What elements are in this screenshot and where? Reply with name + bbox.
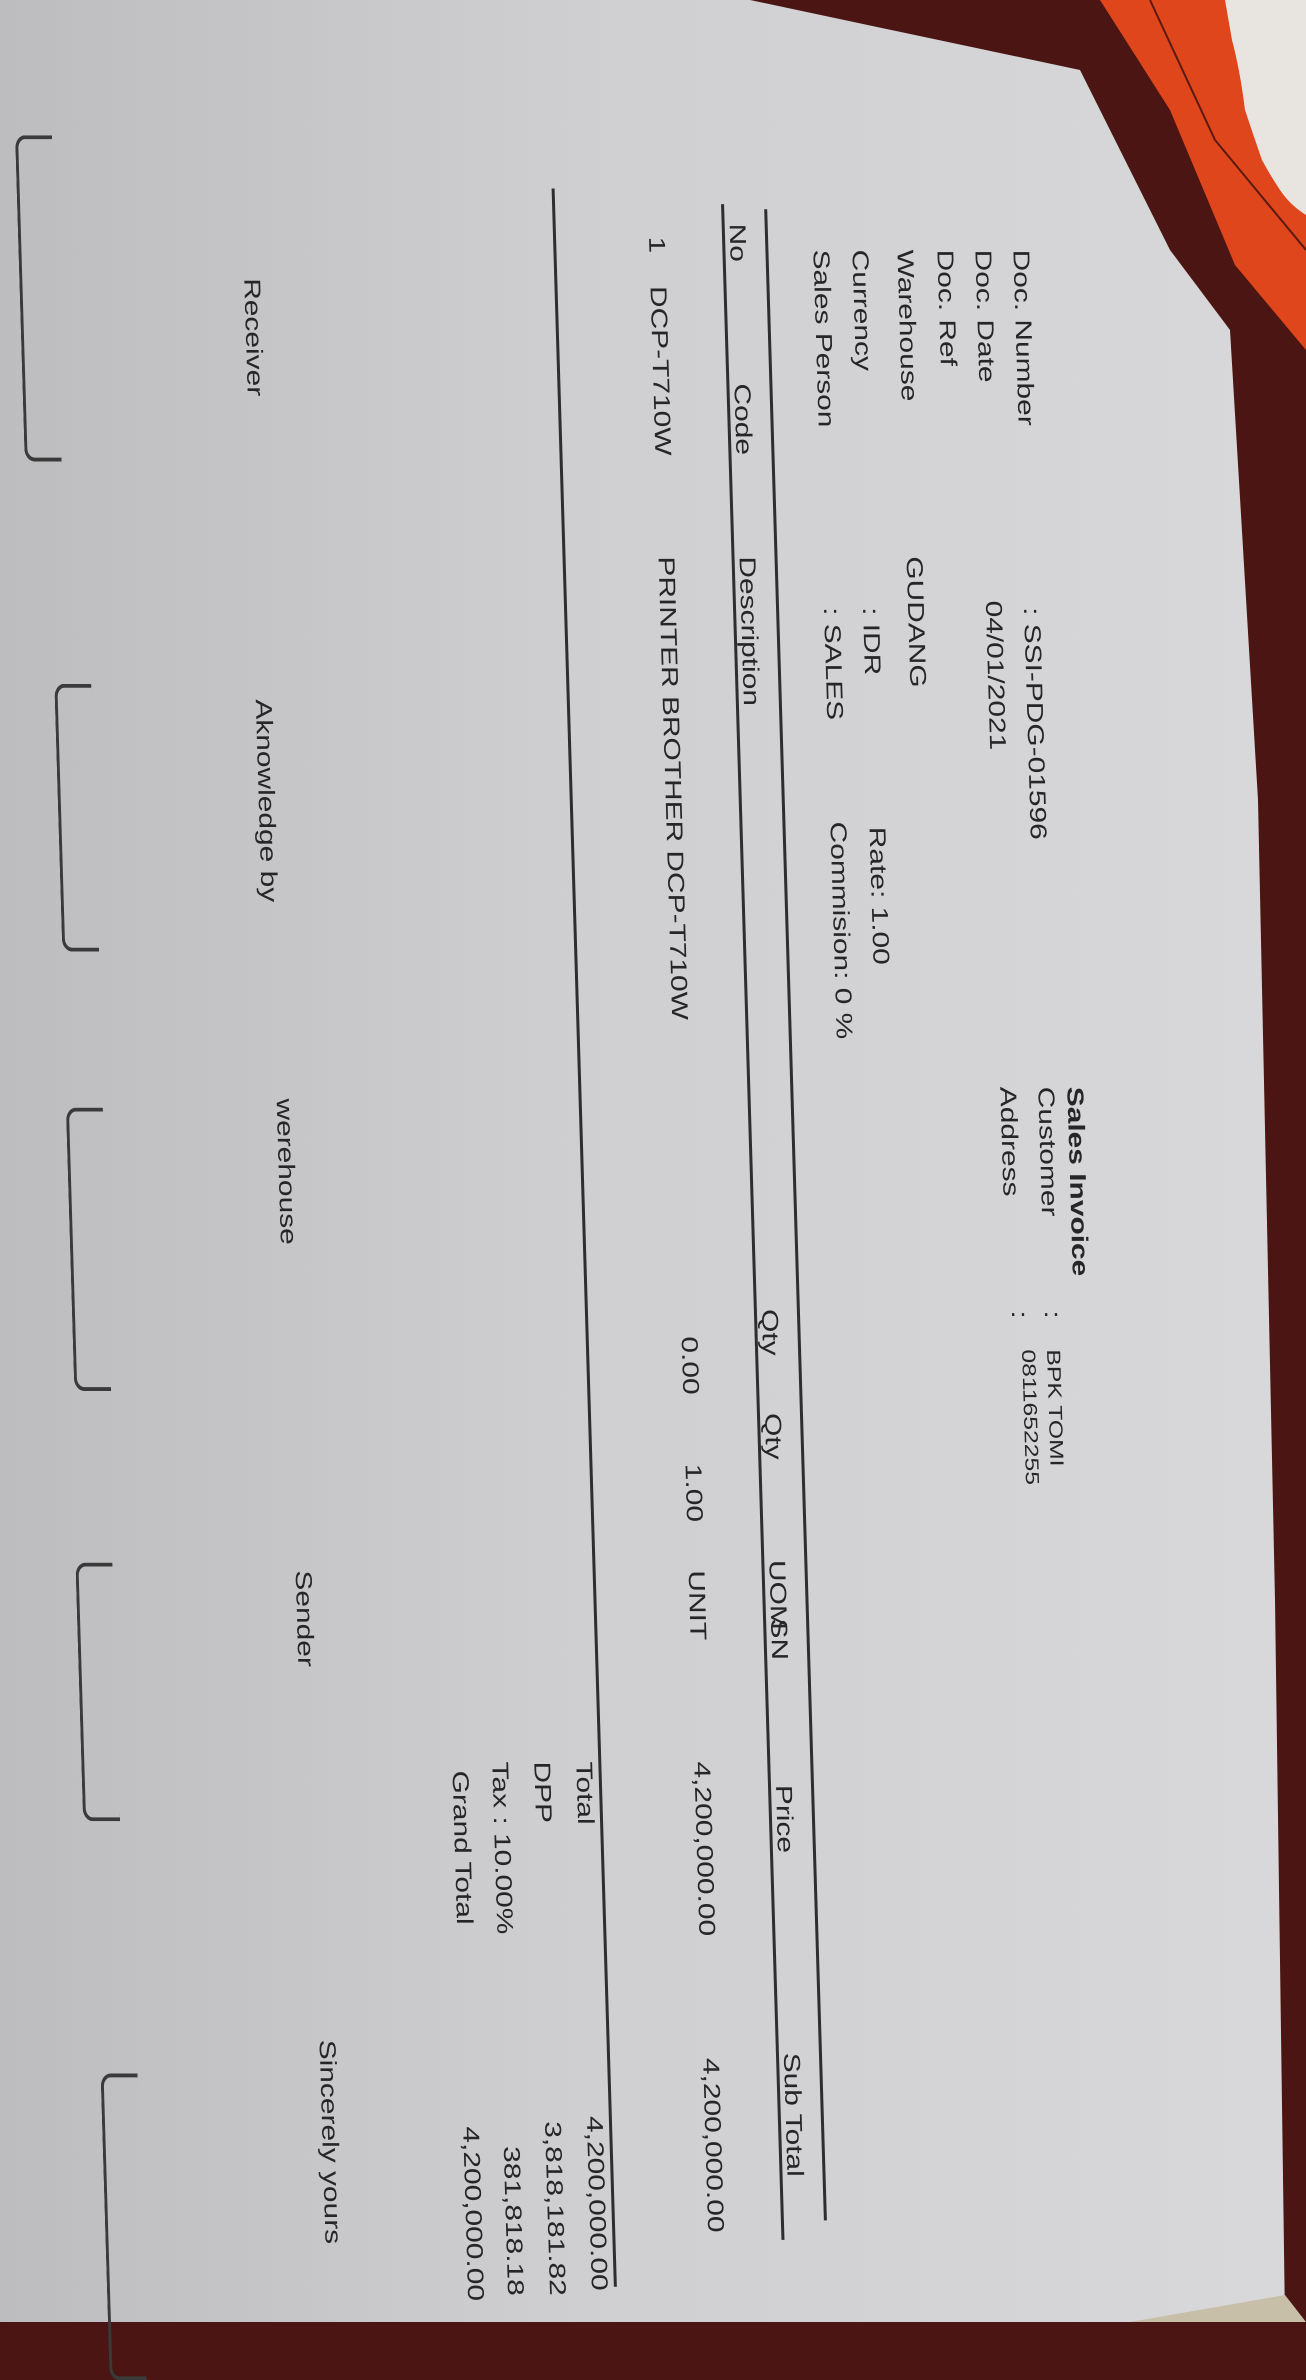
warehouse-sign-label: werehouse bbox=[272, 1099, 302, 1245]
row-qty-1: 0.00 bbox=[677, 1336, 705, 1394]
customer-value: BPK TOMI bbox=[1039, 1349, 1068, 1466]
currency-value: : IDR bbox=[858, 607, 886, 675]
tax-value: 381,818.18 bbox=[495, 2036, 529, 2296]
sincerely-signature-line bbox=[101, 2074, 147, 2380]
warehouse-label: Warehouse bbox=[892, 250, 923, 402]
receiver-signature-line bbox=[15, 135, 62, 461]
dpp-value: 3,818,181.82 bbox=[537, 2036, 571, 2296]
sales-person-label: Sales Person bbox=[808, 250, 839, 428]
currency-label: Currency bbox=[847, 250, 877, 371]
row-qty-2: 1.00 bbox=[680, 1464, 708, 1522]
col-price: Price bbox=[771, 1785, 799, 1853]
col-qty-1: Qty bbox=[757, 1309, 784, 1356]
doc-date-value: 04/01/2021 bbox=[981, 601, 1011, 751]
table-bottom-rule bbox=[552, 189, 617, 2287]
col-qty-2: Qty bbox=[760, 1413, 787, 1460]
warehouse-signature-line bbox=[66, 1108, 111, 1391]
address-colon: : bbox=[1007, 1310, 1033, 1318]
row-code: DCP-T710W bbox=[645, 286, 676, 455]
tax-label: Tax : 10.00% bbox=[487, 1761, 518, 1934]
customer-colon: : bbox=[1040, 1310, 1066, 1318]
acknowledge-signature-line bbox=[54, 684, 99, 952]
grand-total-value: 4,200,000.00 bbox=[456, 2041, 490, 2301]
doc-date-label: Doc. Date bbox=[970, 250, 1000, 383]
doc-number-label: Doc. Number bbox=[1008, 250, 1039, 426]
address-value: 0811652255 bbox=[1014, 1349, 1044, 1485]
row-subtotal: 4,200,000.00 bbox=[698, 2058, 729, 2233]
grand-total-label: Grand Total bbox=[448, 1771, 479, 1925]
document-title: Sales Invoice bbox=[1062, 1087, 1094, 1276]
sincerely-label: Sincerely yours bbox=[315, 2040, 347, 2244]
row-uom: UNIT bbox=[684, 1570, 712, 1640]
customer-label: Customer bbox=[1033, 1087, 1063, 1217]
col-no: No bbox=[725, 224, 752, 262]
row-no: 1 bbox=[644, 237, 670, 254]
sales-invoice-document: Sales Invoice Doc. Number : SSI-PDG-0159… bbox=[0, 0, 1306, 2322]
doc-ref-label: Doc. Ref bbox=[932, 250, 961, 366]
col-sub-total: Sub Total bbox=[779, 2053, 809, 2177]
dpp-label: DPP bbox=[529, 1761, 557, 1822]
address-label: Address bbox=[995, 1087, 1024, 1197]
col-code: Code bbox=[729, 384, 757, 455]
row-price: 4,200,000.00 bbox=[689, 1761, 720, 1936]
doc-number-value: : SSI-PDG-01596 bbox=[1019, 607, 1052, 840]
sales-person-value: : SALES bbox=[819, 607, 848, 720]
col-description: Description bbox=[735, 556, 765, 706]
total-label: Total bbox=[571, 1761, 599, 1824]
sender-signature-line bbox=[75, 1563, 120, 1822]
receiver-label: Receiver bbox=[239, 278, 269, 396]
sales-commission: Commision: 0 % bbox=[825, 822, 857, 1040]
warehouse-value: GUDANG bbox=[902, 556, 932, 687]
col-sn: SN bbox=[766, 1619, 793, 1661]
sender-label: Sender bbox=[291, 1570, 320, 1666]
currency-rate: Rate: 1.00 bbox=[865, 827, 895, 965]
row-description: PRINTER BROTHER DCP-T710W bbox=[654, 556, 694, 1020]
acknowledge-label: Aknowledge by bbox=[251, 699, 283, 902]
